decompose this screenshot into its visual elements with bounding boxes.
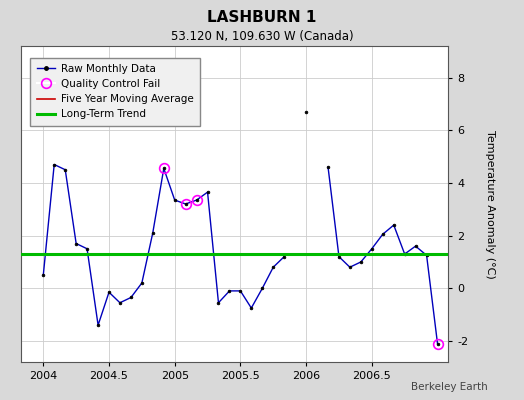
- Y-axis label: Temperature Anomaly (°C): Temperature Anomaly (°C): [485, 130, 495, 278]
- Text: Berkeley Earth: Berkeley Earth: [411, 382, 487, 392]
- Text: 53.120 N, 109.630 W (Canada): 53.120 N, 109.630 W (Canada): [171, 30, 353, 43]
- Legend: Raw Monthly Data, Quality Control Fail, Five Year Moving Average, Long-Term Tren: Raw Monthly Data, Quality Control Fail, …: [30, 58, 200, 126]
- Text: LASHBURN 1: LASHBURN 1: [208, 10, 316, 25]
